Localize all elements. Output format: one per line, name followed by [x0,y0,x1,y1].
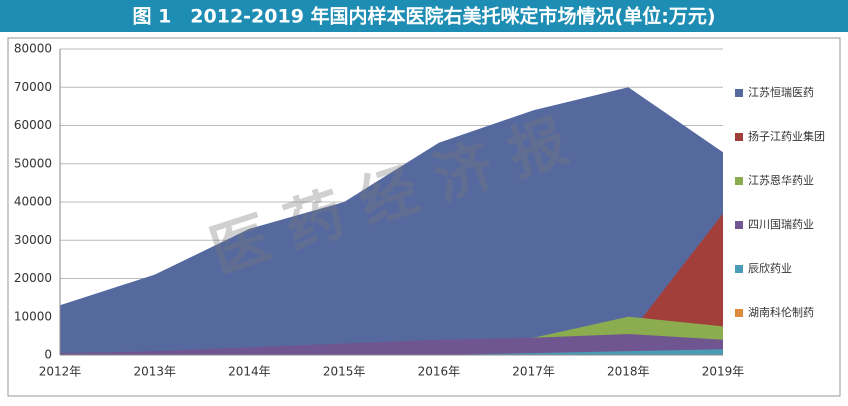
title-bar [0,0,848,32]
x-tick-label: 2017年 [512,365,555,379]
y-tick-label: 80000 [14,42,52,56]
legend-label: 扬子江药业集团 [748,129,825,143]
legend-swatch [735,177,743,185]
legend-swatch [735,309,743,317]
legend-swatch [735,133,743,141]
legend-label: 辰欣药业 [748,261,792,275]
y-tick-label: 20000 [14,271,52,285]
area [60,333,723,355]
x-tick-label: 2016年 [418,365,461,379]
legend-label: 四川国瑞药业 [748,217,814,231]
legend-label: 湖南科伦制药 [748,305,814,319]
legend-swatch [735,89,743,97]
chart-title: 图 1 2012-2019 年国内样本医院右美托咪定市场情况(单位:万元) [132,5,715,28]
y-tick-label: 0 [44,348,52,362]
x-tick-label: 2014年 [228,365,271,379]
x-tick-label: 2018年 [607,365,650,379]
area [60,87,723,355]
y-tick-label: 50000 [14,156,52,170]
area [60,349,723,355]
legend-swatch [735,221,743,229]
x-tick-label: 2019年 [702,365,745,379]
y-tick-label: 10000 [14,309,52,323]
x-tick-label: 2013年 [133,365,176,379]
y-tick-label: 40000 [14,195,52,209]
y-tick-label: 70000 [14,80,52,94]
y-tick-label: 30000 [14,233,52,247]
legend-swatch [735,265,743,273]
x-tick-label: 2015年 [323,365,366,379]
chart-frame [7,37,841,397]
x-tick-label: 2012年 [39,365,82,379]
legend-label: 江苏恒瑞医药 [748,85,814,99]
legend-label: 江苏恩华药业 [748,173,814,187]
y-tick-label: 60000 [14,118,52,132]
